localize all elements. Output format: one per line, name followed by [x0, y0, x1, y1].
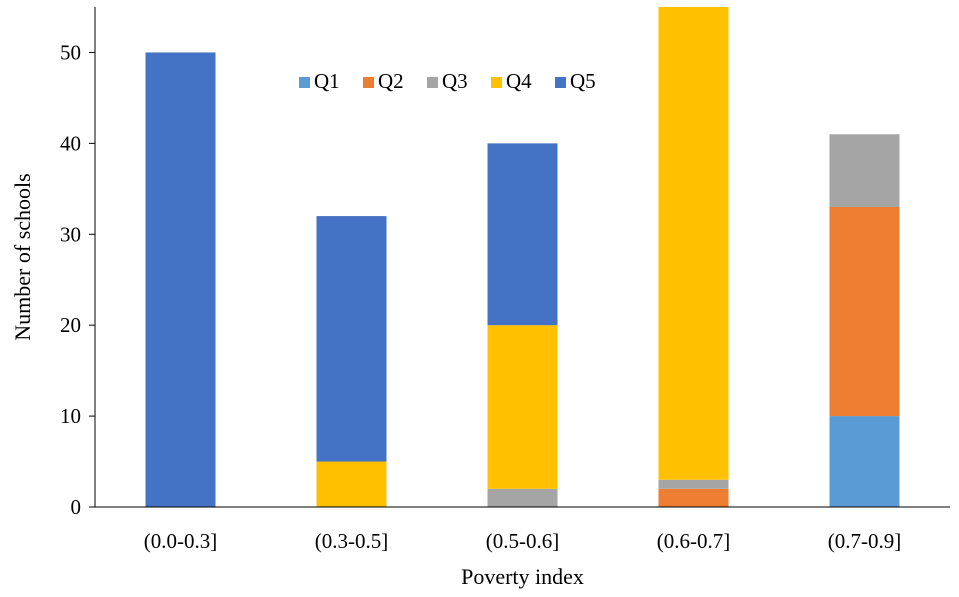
bar-segment-q1-5: [829, 416, 900, 507]
x-tick-label: (0.3-0.5]: [315, 529, 388, 553]
legend-swatch-q4: [491, 77, 502, 88]
bar-segment-q5-1: [145, 52, 216, 508]
x-tick-label: (0.6-0.7]: [657, 529, 730, 553]
legend-label-q4: Q4: [506, 69, 532, 93]
x-tick-label: (0.0-0.3]: [144, 529, 217, 553]
x-tick-label: (0.7-0.9]: [828, 529, 901, 553]
axes-layer: [94, 7, 950, 508]
x-tick-label: (0.5-0.6]: [486, 529, 559, 553]
y-tick-label: 10: [60, 404, 81, 428]
bar-segment-q3-3: [487, 488, 558, 507]
bar-segment-q2-5: [829, 207, 900, 417]
legend: Q1 Q2 Q3 Q4 Q5: [299, 69, 596, 93]
bars-layer: [145, 7, 900, 508]
y-tick-label: 30: [60, 222, 81, 246]
legend-label-q3: Q3: [442, 69, 468, 93]
y-tick-label: 20: [60, 313, 81, 337]
bar-segment-q3-5: [829, 134, 900, 207]
legend-label-q2: Q2: [378, 69, 404, 93]
y-tick-label: 40: [60, 131, 81, 155]
y-tick-labels: 0 10 20 30 40 50: [60, 40, 95, 519]
legend-label-q1: Q1: [314, 69, 340, 93]
bar-segment-q5-2: [316, 216, 387, 462]
bar-segment-q3-4: [658, 479, 729, 489]
legend-label-q5: Q5: [570, 69, 596, 93]
legend-swatch-q1: [299, 77, 310, 88]
bar-segment-q2-4: [658, 488, 729, 507]
y-tick-label: 50: [60, 40, 81, 64]
x-axis-title: Poverty index: [461, 564, 584, 589]
y-tick-label: 0: [71, 495, 82, 519]
bar-segment-q4-4: [658, 7, 729, 480]
legend-swatch-q3: [427, 77, 438, 88]
legend-swatch-q2: [363, 77, 374, 88]
bar-segment-q4-3: [487, 325, 558, 489]
bar-segment-q4-2: [316, 461, 387, 507]
bar-segment-q5-3: [487, 143, 558, 326]
y-axis-title: Number of schools: [10, 173, 35, 340]
x-tick-labels: (0.0-0.3] (0.3-0.5] (0.5-0.6] (0.6-0.7] (0.7…: [144, 529, 901, 553]
legend-swatch-q5: [555, 77, 566, 88]
